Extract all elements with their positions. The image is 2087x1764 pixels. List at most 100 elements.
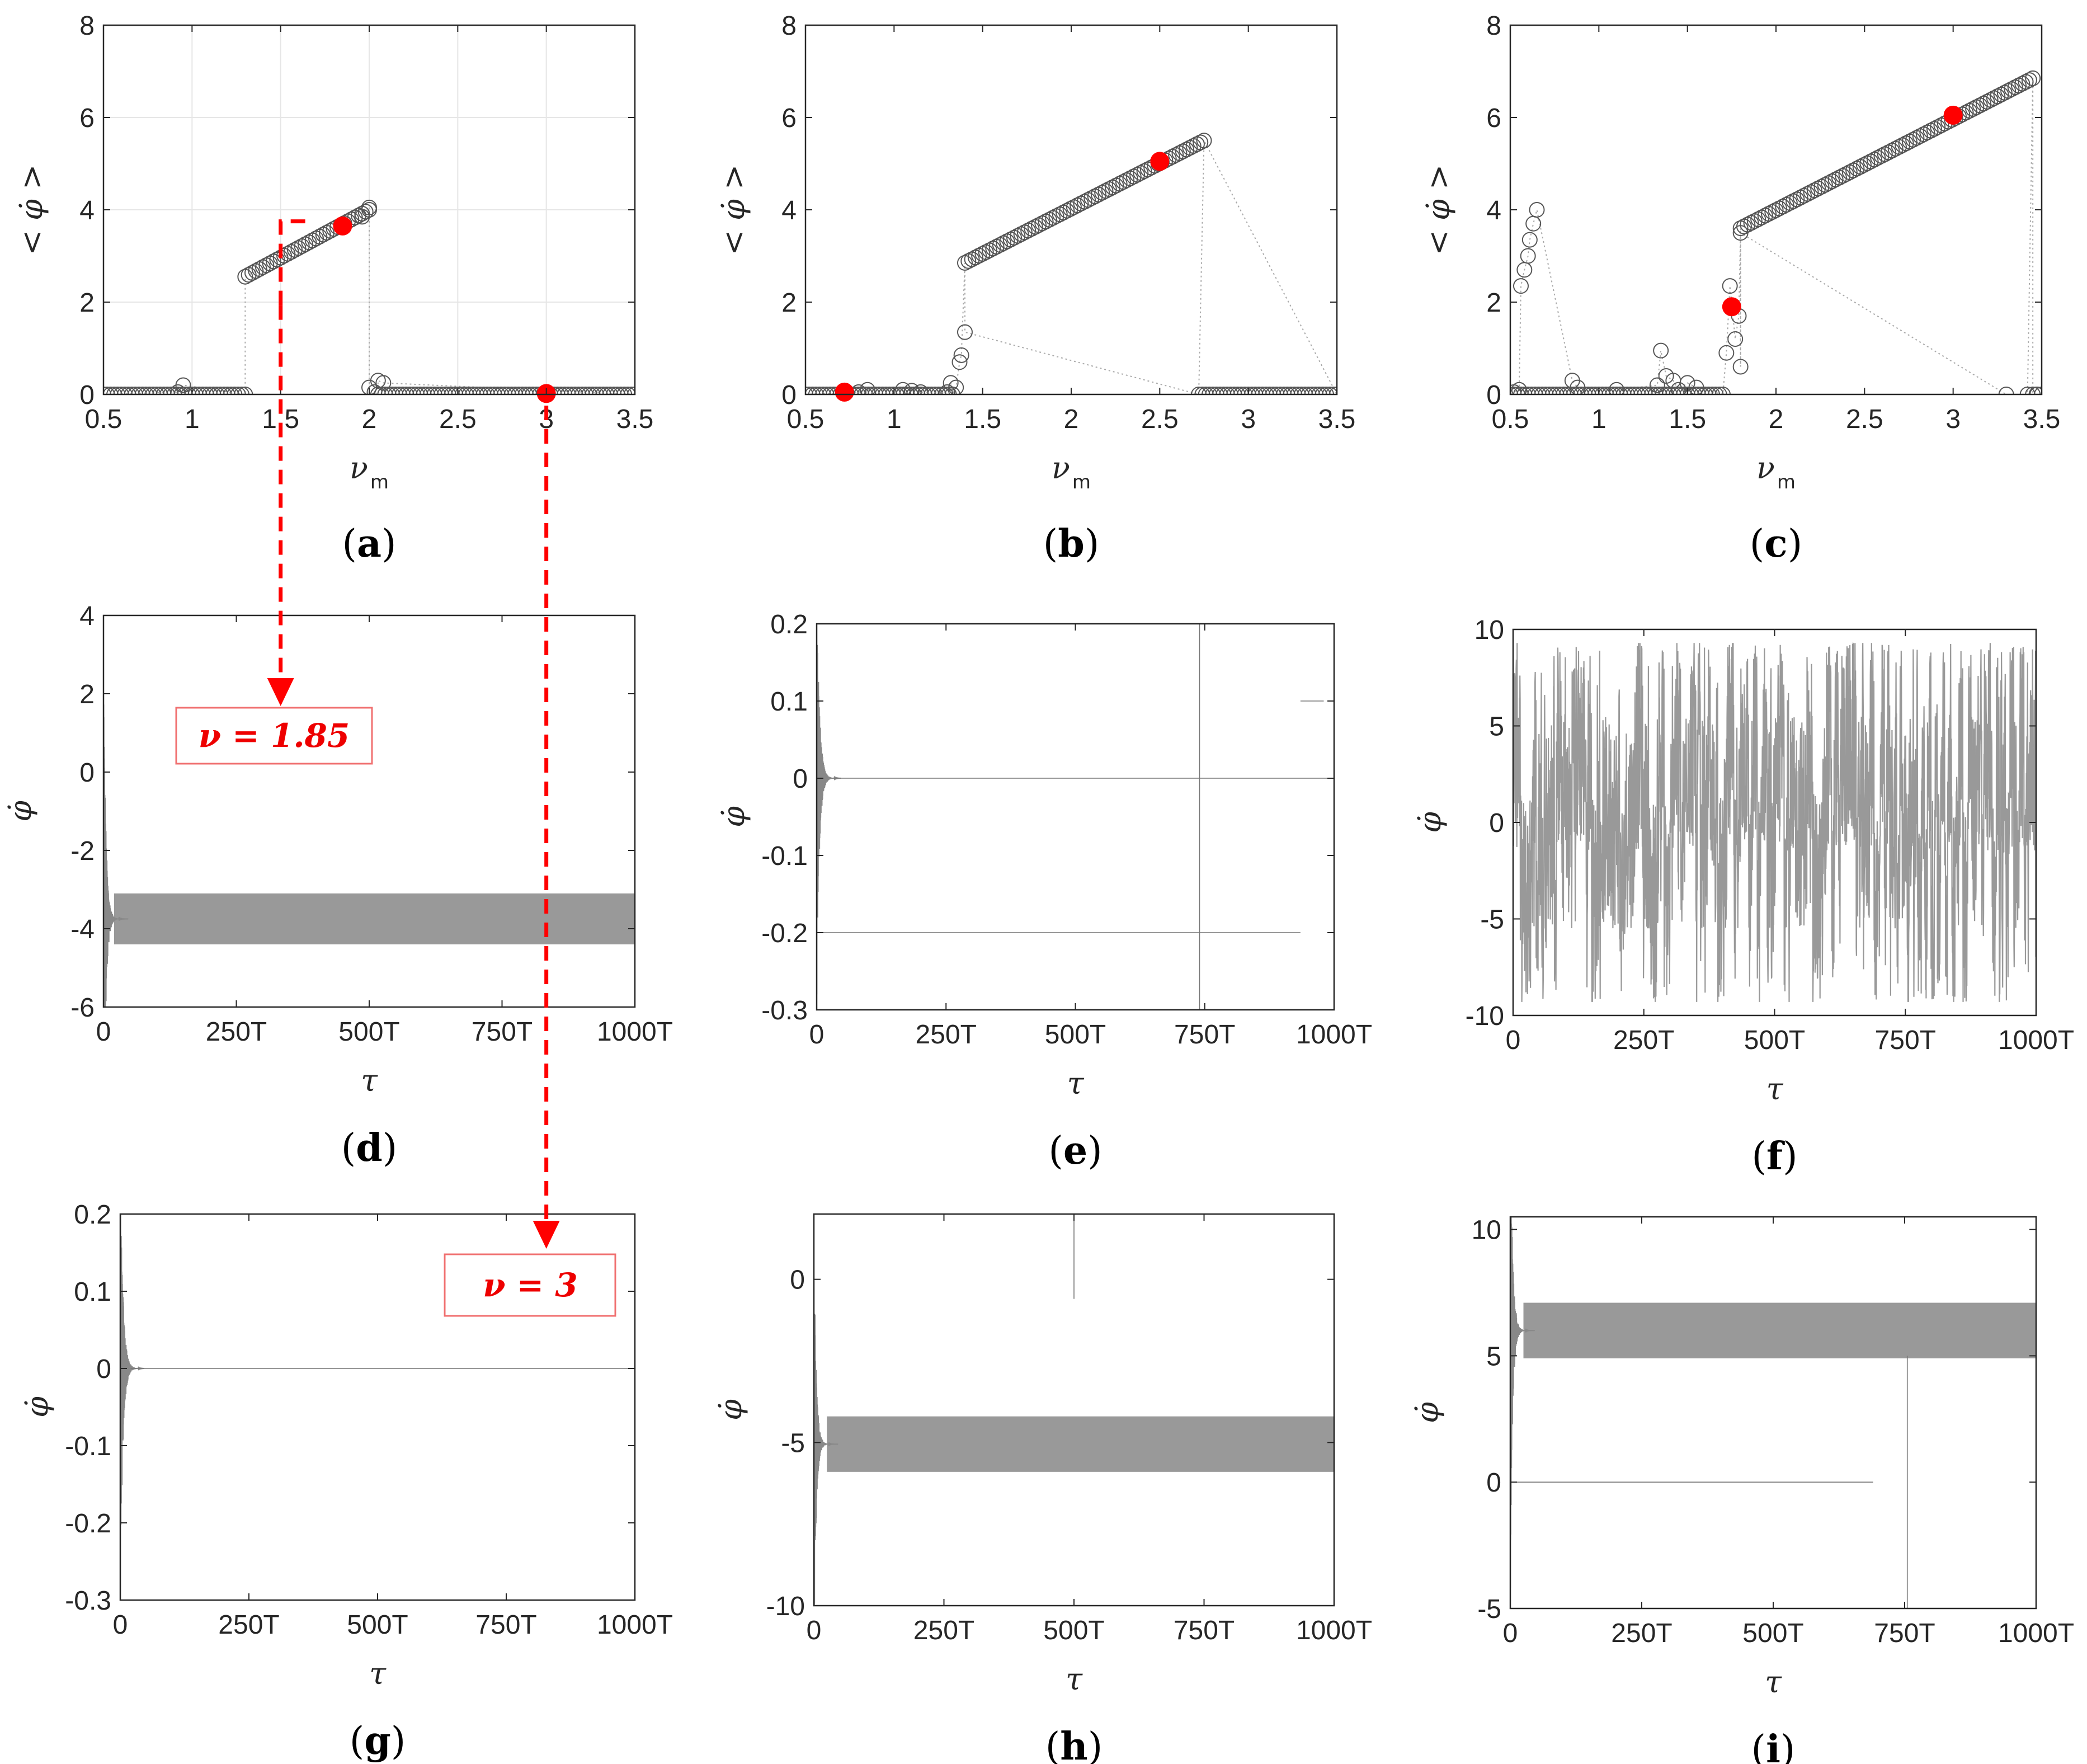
data-point [430,387,446,394]
x-tick-label: 500T [1744,1026,1805,1055]
data-point [290,240,307,256]
data-point [920,387,936,394]
data-point [1168,147,1184,163]
data-point [384,387,400,394]
data-point [518,387,534,394]
data-layer [805,133,1337,394]
data-point [1658,387,1674,394]
data-point [927,387,943,394]
arrowhead-1 [267,678,294,706]
x-tick-label: 500T [1045,1020,1106,1050]
data-point [1591,387,1607,394]
data-point [1993,86,2009,102]
x-tick-label: 0 [1503,1619,1518,1648]
data-point [1520,248,1536,264]
data-point [1016,224,1033,241]
data-point [2025,387,2041,394]
x-tick-label: 750T [472,1017,533,1047]
data-point [1916,126,1932,143]
data-point [1513,278,1529,294]
x-tick-label: 0 [1506,1026,1521,1055]
panel-label: (e) [1048,1128,1102,1173]
data-point [1612,387,1628,394]
y-tick-label: 2 [781,288,797,318]
data-point [609,387,625,394]
x-tick-label: 750T [1174,1020,1235,1050]
y-tick-label: 0 [79,758,95,788]
y-tick-label: 2 [1486,288,1501,318]
data-point [1961,103,1977,119]
data-point [616,387,633,394]
data-point [1552,387,1568,394]
data-point [1711,387,1727,394]
data-point [553,387,569,394]
data-point [1182,140,1198,156]
data-point [1863,153,1879,170]
data-point [620,387,635,394]
x-axis-label: τ [1067,1066,1085,1101]
data-point [205,387,222,394]
data-point [1619,387,1635,394]
data-point [479,387,495,394]
data-point [606,387,622,394]
data-point [1835,168,1851,184]
data-point [1718,345,1735,361]
data-point [1258,387,1274,394]
data-point [1704,387,1720,394]
data-point [1644,387,1660,394]
data-point [1965,101,1981,117]
data-point [388,387,404,394]
y-tick-label: -10 [766,1592,805,1621]
data-point [1845,162,1862,178]
y-tick-label: -0.3 [761,996,808,1026]
data-point [514,387,530,394]
data-point [166,387,182,394]
y-tick-label: -5 [1480,905,1504,935]
data-point [1548,387,1565,394]
signal-band [114,893,635,944]
data-point [1529,202,1545,218]
arrowhead-2 [533,1221,560,1249]
data-point [156,387,172,394]
data-point [444,387,460,394]
data-point [874,387,891,394]
data-point [1179,142,1195,158]
data-point [1976,96,1992,112]
data-point [528,387,544,394]
data-point [595,387,611,394]
data-point [1101,181,1117,197]
data-point [978,244,994,260]
x-tick-label: 2.5 [1141,404,1179,434]
data-point [283,244,299,260]
y-tick-label: -0.1 [761,841,808,871]
data-point [276,248,292,264]
data-point [1524,387,1539,394]
data-point [1990,88,2006,105]
y-axis-label: φ̇ [1410,1402,1445,1423]
data-point [1727,331,1744,347]
data-point [230,387,246,394]
y-tick-label: -5 [1477,1594,1501,1624]
data-point [1108,177,1124,194]
panel-label: (d) [341,1126,398,1170]
y-tick-label: 0 [790,1266,805,1295]
data-point [1094,185,1110,201]
y-tick-label: 0 [96,1354,111,1384]
data-point [258,257,275,274]
data-point [1570,387,1586,394]
data-point [1097,183,1114,199]
y-tick-label: -0.2 [761,919,808,948]
data-point [357,204,374,220]
data-point [1538,387,1554,394]
data-layer [103,199,635,394]
data-point [1010,228,1026,244]
x-tick-label: 1000T [597,1610,673,1640]
data-point [1986,90,2002,106]
data-point [1771,200,1787,217]
data-point [434,387,450,394]
data-point [859,382,875,394]
data-point [592,387,608,394]
data-point [1034,215,1050,232]
data-point [939,384,955,394]
data-point [315,227,331,243]
